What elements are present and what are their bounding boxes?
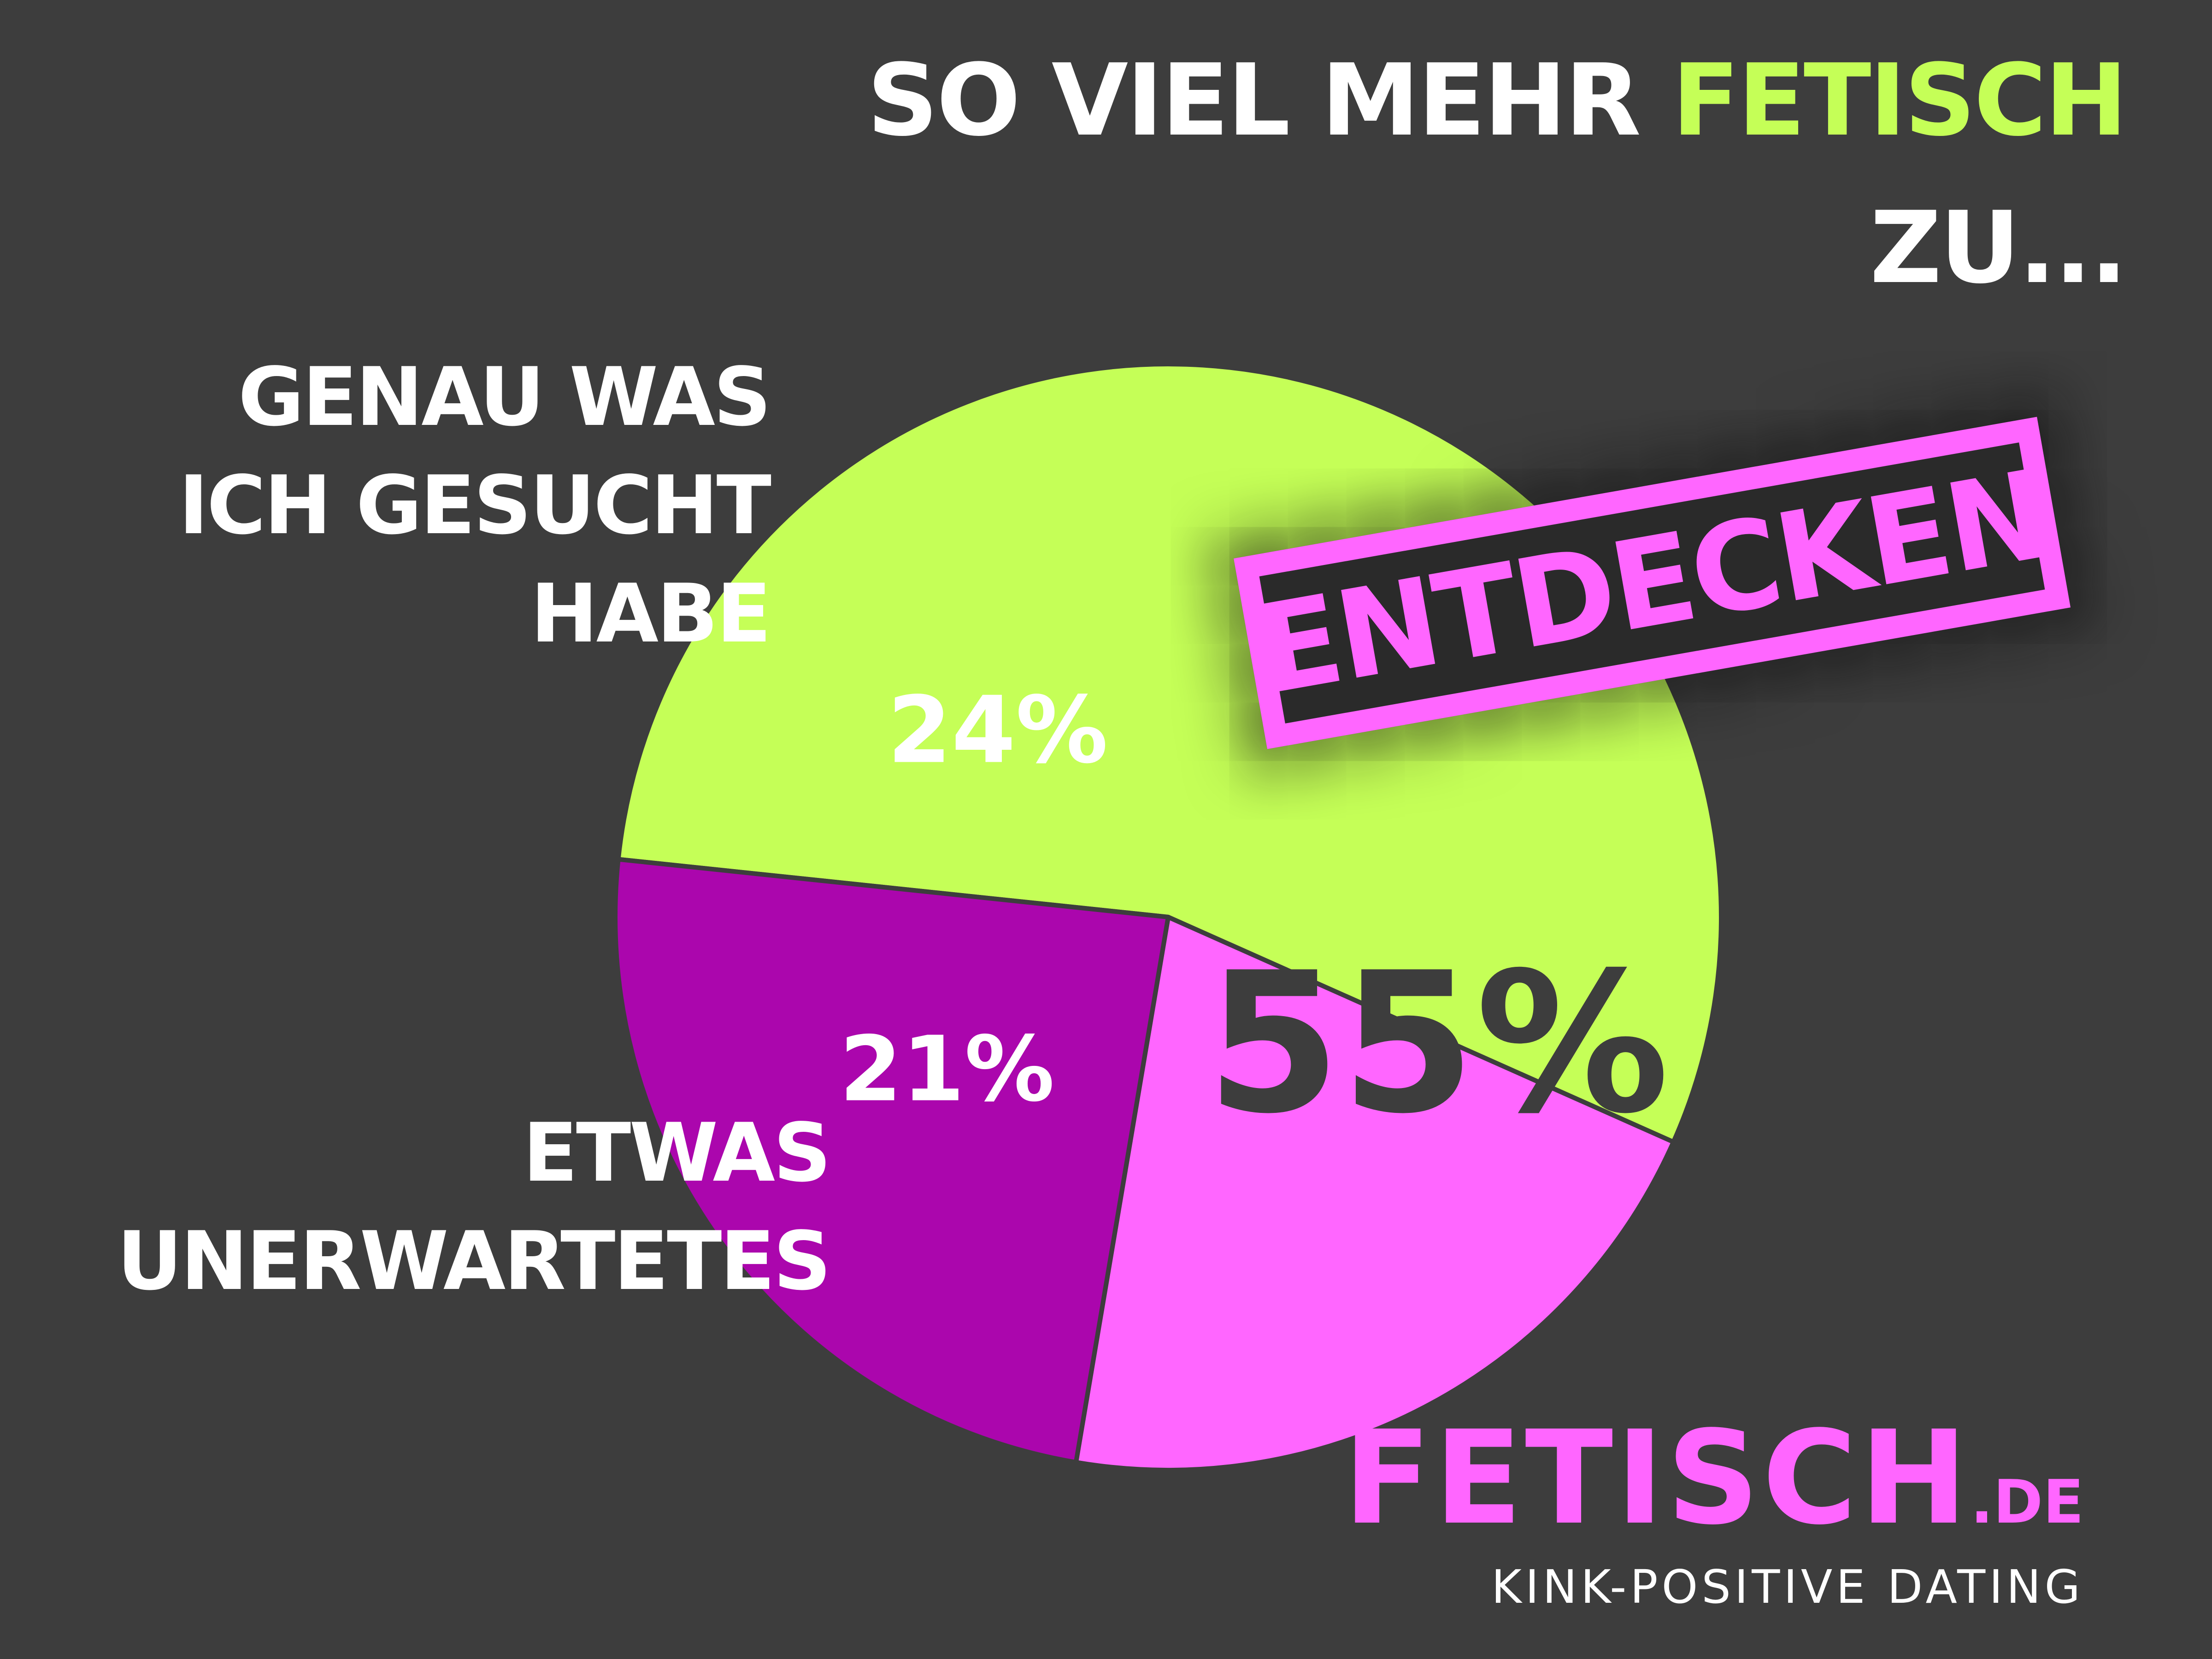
brand-logo: FETISCH.DE — [1343, 1403, 2084, 1553]
data-label-21: 21% — [839, 1017, 1055, 1122]
pie-slice-genau-was-ich-gesucht-habe — [613, 857, 1171, 1465]
slice-label-line: HABE — [530, 567, 771, 661]
brand-tagline: KINK-POSITIVE DATING — [1491, 1560, 2084, 1614]
slice-label-line: GENAU WAS — [238, 351, 771, 444]
slice-label-line: UNERWARTETES — [117, 1215, 831, 1308]
title-accent: FETISCH — [1672, 42, 2128, 158]
slice-label-etwas-unerwartetes: ETWAS UNERWARTETES — [117, 1099, 831, 1316]
brand-tld: .DE — [1970, 1467, 2084, 1537]
data-label-55: 55% — [1206, 931, 1670, 1157]
brand-name: FETISCH — [1343, 1403, 1971, 1553]
data-label-24: 24% — [887, 677, 1108, 784]
title-prefix: SO VIEL MEHR — [867, 42, 1672, 158]
slice-label-line: ETWAS — [523, 1106, 831, 1200]
chart-title-line-2: ZU... — [1870, 190, 2128, 306]
pie-slice-etwas-unerwartetes — [1073, 915, 1676, 1473]
slice-label-genau-was: GENAU WAS ICH GESUCHT HABE — [178, 343, 771, 668]
slice-label-line: ICH GESUCHT — [178, 459, 771, 553]
chart-title-line-1: SO VIEL MEHR FETISCH — [867, 51, 2128, 150]
